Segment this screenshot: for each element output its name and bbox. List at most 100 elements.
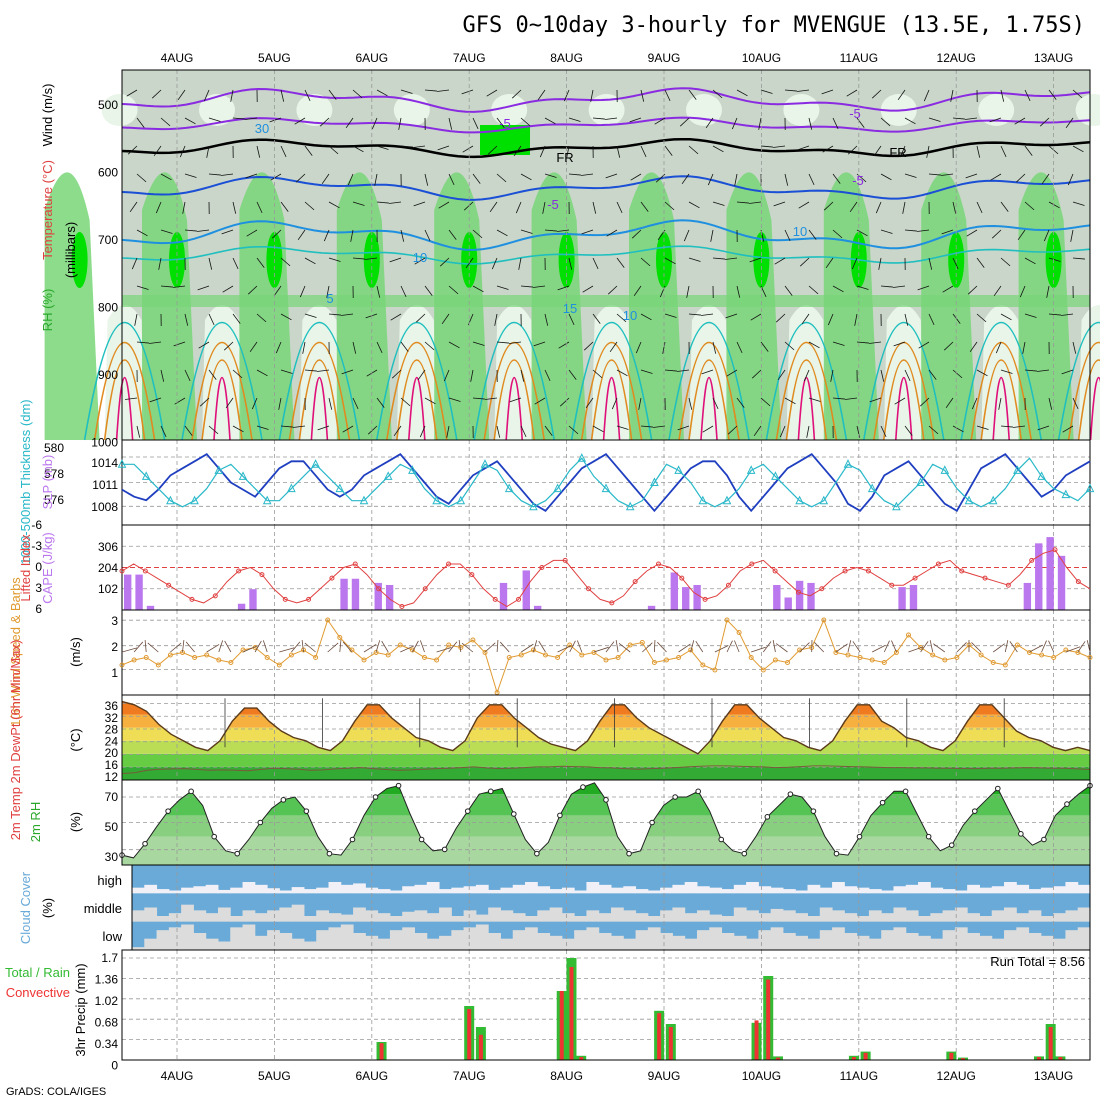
wind-barb <box>400 397 411 407</box>
cloud-clear-block <box>905 910 919 922</box>
wind-barb <box>520 425 527 438</box>
wind-barb <box>592 369 603 379</box>
rh-marker <box>948 842 955 848</box>
cloud-clear-block <box>918 935 931 950</box>
wind-barb <box>1000 89 1005 102</box>
wind-barb <box>616 257 625 268</box>
wind-barb <box>328 201 340 209</box>
lifted-index-marker <box>912 575 918 581</box>
wind-barb <box>544 173 557 178</box>
date-label-bottom: 8AUG <box>550 1069 583 1083</box>
wind-barb <box>496 285 509 290</box>
wind-barb <box>712 145 724 153</box>
wind-barb <box>784 229 791 242</box>
rh-marker <box>741 850 748 857</box>
wind-speed-marker <box>422 655 427 660</box>
wind-barb <box>184 229 197 232</box>
wind-barb <box>1024 89 1031 102</box>
rh-marker <box>464 808 471 814</box>
cloud-clear-block <box>954 890 968 894</box>
wind-barb <box>1000 201 1009 212</box>
dewpoint-line <box>121 765 1091 774</box>
thickness-marker <box>916 477 925 486</box>
wind-barb <box>462 145 474 153</box>
pressure-tick: 600 <box>98 166 118 180</box>
wind-barb-10m <box>436 647 452 653</box>
cloud-clear-block <box>267 910 280 922</box>
cloud-clear-block <box>316 930 330 950</box>
wind-barb <box>441 313 450 325</box>
wind-barb <box>784 89 797 92</box>
rh-marker <box>395 782 402 789</box>
lifted-tick: 6 <box>35 602 42 616</box>
wind-barb-10m <box>1009 641 1018 653</box>
wind-barb <box>321 173 330 185</box>
cloud-clear-block <box>389 916 403 922</box>
wind-barb-10m <box>182 639 185 653</box>
wind-barb <box>131 257 138 270</box>
cloud-clear-block <box>291 887 305 894</box>
wind-barb <box>246 229 258 237</box>
cloud-clear-block <box>795 935 809 950</box>
cloud-clear-block <box>132 910 145 922</box>
wind-barb <box>126 89 138 97</box>
thickness-marker <box>214 465 224 474</box>
wind-barb <box>326 285 330 298</box>
cape-bar <box>795 580 804 610</box>
cloud-clear-block <box>475 924 489 950</box>
wind-speed-marker <box>833 650 839 655</box>
rh2m-axis-label: 2m RH <box>28 802 43 842</box>
rh-marker <box>833 850 840 857</box>
wind-barb-10m <box>891 640 897 653</box>
cloud-clear-block <box>463 886 477 894</box>
precip-convective-bar <box>851 1057 856 1060</box>
lifted-index-marker <box>632 579 638 585</box>
wind-speed-marker <box>591 650 597 655</box>
wind-barb <box>923 89 930 102</box>
cloud-clear-block <box>905 933 919 950</box>
wind-barb <box>208 369 217 380</box>
wind-barb <box>808 229 817 240</box>
wind-barb-10m <box>381 640 389 653</box>
contour-label: -5 <box>547 197 559 212</box>
wind-barb-10m <box>695 640 704 653</box>
wind-barb <box>511 89 522 99</box>
rh-marker <box>487 788 494 795</box>
wind-barb <box>328 397 333 410</box>
wind-barb <box>520 117 531 127</box>
wind-barb <box>750 313 762 321</box>
wind-barb <box>160 425 167 438</box>
wind-barb <box>965 117 978 120</box>
contour-label: -5 <box>499 116 511 131</box>
wind-barb <box>847 145 858 155</box>
wind-speed-marker <box>434 657 440 663</box>
thickness-marker <box>746 465 756 474</box>
cloud-clear-block <box>672 907 686 922</box>
rh-dry-patch <box>783 94 820 126</box>
wind-barb <box>897 89 906 101</box>
wind-barb-10m <box>618 643 631 653</box>
thickness-marker <box>456 495 466 505</box>
thickness-marker <box>504 483 514 493</box>
cloud-clear-block <box>684 913 698 922</box>
thickness-marker <box>577 453 587 462</box>
wind-barb <box>616 201 623 214</box>
wind-barb <box>443 369 450 382</box>
wind-barb <box>688 89 697 100</box>
wind-barb <box>832 173 841 184</box>
bl-contour <box>493 359 535 441</box>
lifted-index-marker <box>236 568 242 574</box>
cloud-clear-block <box>549 935 563 950</box>
cloud-clear-block <box>832 927 845 950</box>
wind-barb-10m <box>799 642 810 653</box>
temp-band <box>122 753 1090 767</box>
lifted-index-marker <box>772 568 778 574</box>
wind-barb <box>856 341 869 344</box>
precip-tick: 0.68 <box>95 1016 119 1030</box>
cloud-clear-block <box>414 884 428 894</box>
bl-contour <box>960 322 1042 441</box>
wind-barb <box>592 257 599 270</box>
rh-marker <box>925 833 932 840</box>
wind-barb <box>400 145 413 148</box>
wind-barb <box>777 369 786 381</box>
